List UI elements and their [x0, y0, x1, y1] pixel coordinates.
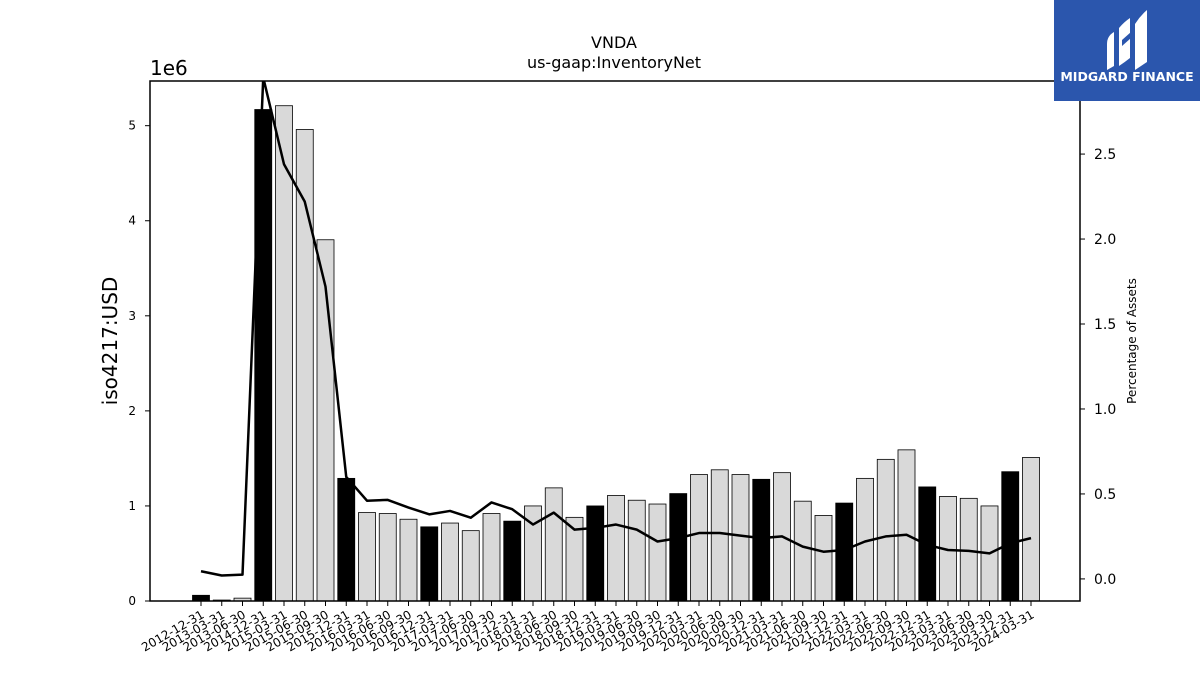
line-layer — [200, 81, 1032, 577]
y-tick-label: 4 — [128, 214, 136, 228]
chart-subtitle: us-gaap:InventoryNet — [527, 53, 701, 72]
y2-tick-label: 1.0 — [1094, 402, 1116, 418]
bar — [337, 477, 356, 602]
bar — [586, 505, 605, 602]
percentage-line — [200, 81, 1032, 577]
chart-title: VNDA — [591, 33, 637, 52]
bars-layer — [192, 105, 1040, 602]
bar — [399, 518, 418, 602]
y-tick-label: 0 — [128, 594, 136, 608]
bar — [461, 530, 480, 602]
bar — [876, 458, 895, 602]
y-tick-label: 3 — [128, 309, 136, 323]
y2-tick-label: 2.5 — [1094, 147, 1116, 163]
logo-text: MIDGARD FINANCE — [1060, 69, 1193, 84]
bar — [627, 499, 646, 602]
plot-frame — [149, 80, 1081, 602]
bar — [690, 474, 708, 602]
bar — [358, 512, 376, 602]
y-tick-label: 2 — [128, 404, 136, 418]
bar — [1001, 471, 1020, 602]
bar — [420, 526, 439, 602]
y-axis-label: iso4217:USD — [98, 277, 122, 406]
x-axis: 2012-12-312013-03-312013-06-302014-12-31… — [139, 601, 1037, 654]
y2-tick-label: 0.0 — [1094, 572, 1116, 588]
logo-mark-icon — [1107, 10, 1147, 70]
y2-tick-label: 2.0 — [1094, 232, 1116, 248]
bar — [607, 495, 625, 602]
bar — [378, 513, 397, 602]
y2-axis-label: Percentage of Assets — [1125, 278, 1139, 404]
bar — [503, 520, 522, 602]
bar — [710, 469, 729, 602]
y-tick-label: 1 — [128, 499, 136, 513]
y2-tick-label: 0.5 — [1094, 487, 1116, 503]
brand-logo: MIDGARD FINANCE — [1054, 0, 1200, 101]
bar — [441, 522, 459, 602]
bar — [482, 513, 501, 602]
bar — [835, 502, 854, 602]
bar — [275, 105, 293, 602]
bar — [897, 449, 916, 602]
bar — [814, 515, 833, 602]
bar — [752, 478, 771, 602]
y-axis-right: 0.0 0.5 1.0 1.5 2.0 2.5 — [1080, 147, 1116, 588]
bar — [731, 474, 750, 602]
bar — [793, 500, 812, 602]
bar — [192, 594, 210, 602]
y-axis-left: 0 1 2 3 4 5 — [128, 119, 150, 608]
y2-tick-label: 1.5 — [1094, 317, 1116, 333]
y-offset-label: 1e6 — [150, 56, 188, 80]
bar — [669, 493, 688, 602]
y-tick-label: 5 — [128, 119, 136, 133]
bar — [648, 503, 667, 602]
bar — [1022, 457, 1040, 602]
bar — [254, 109, 273, 602]
bar — [544, 487, 563, 602]
